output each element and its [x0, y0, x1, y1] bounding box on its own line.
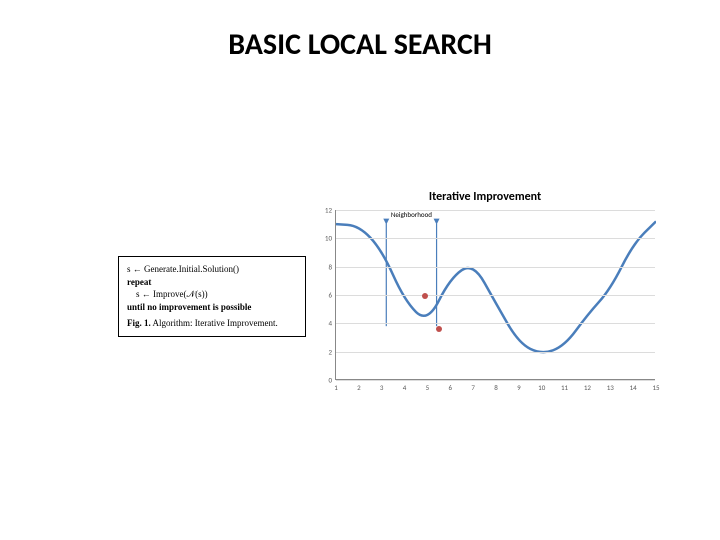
alg-line-3: until no improvement is possible: [127, 301, 297, 314]
x-tick: 7: [471, 379, 475, 392]
x-tick: 12: [584, 379, 591, 392]
chart-container: Iterative Improvement 024681012123456789…: [315, 190, 655, 380]
x-tick: 4: [403, 379, 407, 392]
alg-line-0: s ← Generate.Initial.Solution(): [127, 263, 297, 276]
chart-plot-area: 024681012123456789101112131415Neighborho…: [335, 210, 655, 380]
x-tick: 1: [334, 379, 338, 392]
alg-caption: Fig. 1. Algorithm: Iterative Improvement…: [127, 317, 297, 330]
x-tick: 6: [449, 379, 453, 392]
alg-line-1: repeat: [127, 276, 297, 289]
gridline: [336, 267, 655, 268]
chart-title: Iterative Improvement: [315, 190, 655, 204]
gridline: [336, 323, 655, 324]
y-tick: 6: [328, 291, 336, 300]
algorithm-box: s ← Generate.Initial.Solution() repeat s…: [118, 256, 306, 337]
x-tick: 15: [652, 379, 659, 392]
neighborhood-arrow: [383, 219, 389, 225]
x-tick: 10: [538, 379, 545, 392]
data-point: [436, 326, 442, 332]
y-tick: 12: [325, 206, 336, 215]
neighborhood-label: Neighborhood: [391, 210, 432, 219]
x-tick: 8: [494, 379, 498, 392]
series-path: [336, 221, 656, 352]
gridline: [336, 352, 655, 353]
x-tick: 14: [630, 379, 637, 392]
y-tick: 2: [328, 347, 336, 356]
y-tick: 8: [328, 262, 336, 271]
x-tick: 11: [561, 379, 568, 392]
neighborhood-arrow: [434, 219, 440, 225]
gridline: [336, 210, 655, 211]
x-tick: 13: [607, 379, 614, 392]
y-tick: 4: [328, 319, 336, 328]
page-title: BASIC LOCAL SEARCH: [228, 26, 492, 63]
x-tick: 2: [357, 379, 361, 392]
data-point: [422, 293, 428, 299]
x-tick: 9: [517, 379, 521, 392]
alg-caption-rest: Algorithm: Iterative Improvement.: [153, 318, 278, 328]
gridline: [336, 238, 655, 239]
alg-line-2: s ← Improve(𝒩(s)): [127, 288, 297, 301]
x-tick: 3: [380, 379, 384, 392]
y-tick: 10: [325, 234, 336, 243]
gridline: [336, 295, 655, 296]
x-tick: 5: [426, 379, 430, 392]
